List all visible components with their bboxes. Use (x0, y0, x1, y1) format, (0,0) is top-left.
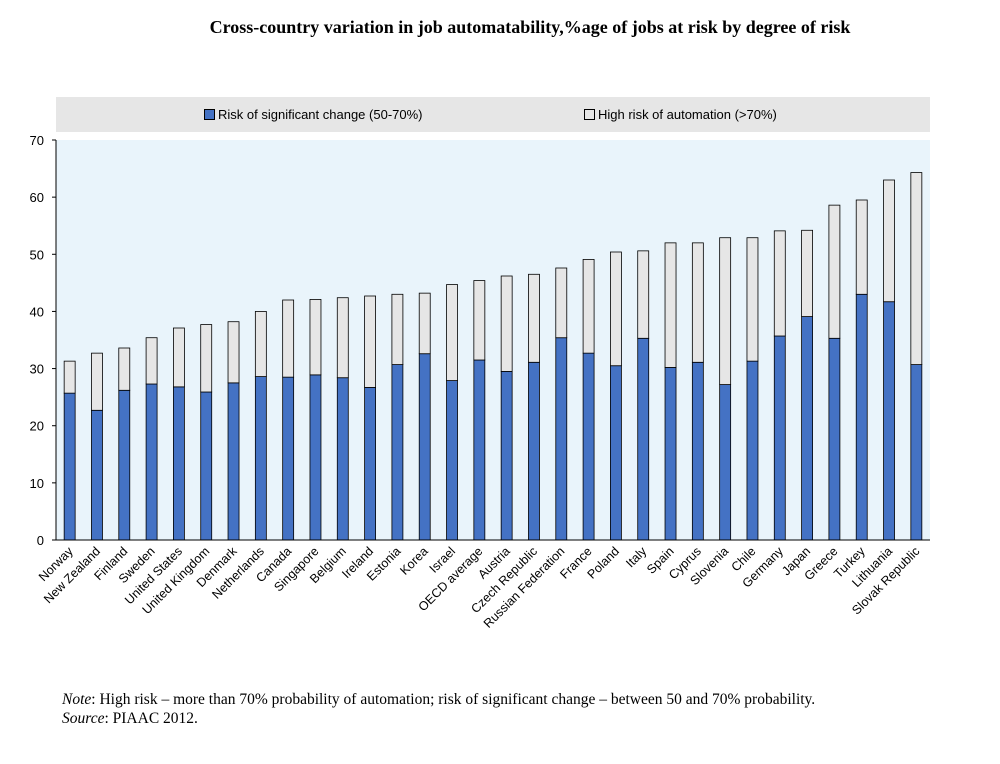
bar-significant-change (855, 293, 868, 541)
bar-significant-change (254, 376, 267, 541)
legend-label: High risk of automation (>70%) (598, 107, 777, 122)
bar-high-risk (254, 311, 267, 377)
bar-significant-change (200, 391, 213, 541)
bar-significant-change (63, 392, 76, 541)
bar-high-risk (719, 237, 732, 385)
bar-significant-change (828, 337, 841, 541)
bar-high-risk (282, 299, 295, 378)
bar-significant-change (801, 316, 813, 541)
bar-significant-change (746, 360, 759, 541)
bar-high-risk (528, 273, 540, 363)
bar-significant-change (773, 335, 786, 541)
y-tick-label: 20 (30, 419, 44, 434)
bar-high-risk (582, 259, 595, 354)
bar-high-risk (173, 327, 185, 388)
notes: Note: High risk – more than 70% probabil… (62, 690, 922, 728)
bar-significant-change (582, 352, 595, 541)
bar-high-risk (637, 250, 650, 339)
x-tick-label: Korea (397, 544, 431, 578)
legend-swatch-grey (584, 109, 595, 120)
bar-significant-change (610, 365, 622, 541)
bar-high-risk (118, 347, 131, 391)
bar-high-risk (391, 293, 404, 365)
bar-significant-change (173, 386, 185, 541)
bar-significant-change (391, 364, 404, 541)
bar-significant-change (555, 337, 568, 541)
bar-high-risk (691, 242, 704, 363)
y-tick-label: 0 (37, 533, 44, 548)
bar-high-risk (364, 295, 376, 388)
bar-high-risk (145, 337, 158, 385)
bar-significant-change (719, 384, 732, 541)
bar-significant-change (473, 359, 486, 541)
bar-high-risk (336, 297, 349, 379)
bar-significant-change (418, 353, 431, 541)
bar-high-risk (610, 251, 622, 367)
bar-significant-change (118, 389, 131, 541)
bar-significant-change (364, 387, 376, 541)
y-tick-label: 30 (30, 362, 44, 377)
bar-high-risk (227, 321, 240, 384)
bar-significant-change (500, 371, 513, 541)
legend-item-significant-change: Risk of significant change (50-70%) (204, 107, 423, 122)
bar-high-risk (828, 204, 841, 339)
bar-significant-change (282, 376, 295, 541)
bar-high-risk (91, 352, 103, 411)
bar-significant-change (336, 377, 349, 541)
bar-significant-change (691, 361, 704, 541)
bar-high-risk (446, 284, 458, 381)
bar-significant-change (883, 301, 895, 541)
source-text: : PIAAC 2012. (104, 710, 198, 727)
bar-significant-change (446, 380, 458, 541)
bar-high-risk (63, 360, 76, 394)
bar-significant-change (637, 337, 650, 541)
y-tick-label: 10 (30, 476, 44, 491)
bar-high-risk (801, 229, 813, 317)
legend-label: Risk of significant change (50-70%) (218, 107, 423, 122)
bar-significant-change (664, 367, 677, 541)
bar-high-risk (746, 237, 759, 362)
bar-high-risk (200, 324, 213, 393)
source-label: Source (62, 710, 105, 727)
bar-significant-change (91, 409, 103, 541)
bar-high-risk (500, 275, 513, 372)
note-text: : High risk – more than 70% probability … (91, 691, 816, 708)
legend-swatch-blue (204, 109, 215, 120)
legend-item-high-risk: High risk of automation (>70%) (584, 107, 777, 122)
plot-background (56, 140, 930, 540)
source-line: Source: PIAAC 2012. (62, 709, 922, 728)
bar-significant-change (145, 383, 158, 541)
bar-significant-change (309, 374, 322, 541)
y-tick-label: 70 (30, 133, 44, 148)
note-line: Note: High risk – more than 70% probabil… (62, 690, 922, 709)
y-tick-label: 40 (30, 304, 44, 319)
legend: Risk of significant change (50-70%) High… (56, 97, 930, 132)
bar-high-risk (910, 172, 923, 365)
y-tick-label: 50 (30, 247, 44, 262)
bar-high-risk (855, 199, 868, 295)
chart-title: Cross-country variation in job automatab… (209, 17, 851, 37)
bar-high-risk (418, 292, 431, 355)
bar-high-risk (664, 242, 677, 368)
bar-high-risk (555, 267, 568, 339)
bar-significant-change (910, 364, 923, 541)
bar-significant-change (528, 361, 540, 541)
bar-high-risk (309, 299, 322, 376)
bar-high-risk (883, 179, 895, 303)
bar-high-risk (773, 230, 786, 337)
bar-significant-change (227, 382, 240, 541)
note-label: Note (62, 691, 92, 708)
y-tick-label: 60 (30, 190, 44, 205)
bar-high-risk (473, 280, 486, 361)
